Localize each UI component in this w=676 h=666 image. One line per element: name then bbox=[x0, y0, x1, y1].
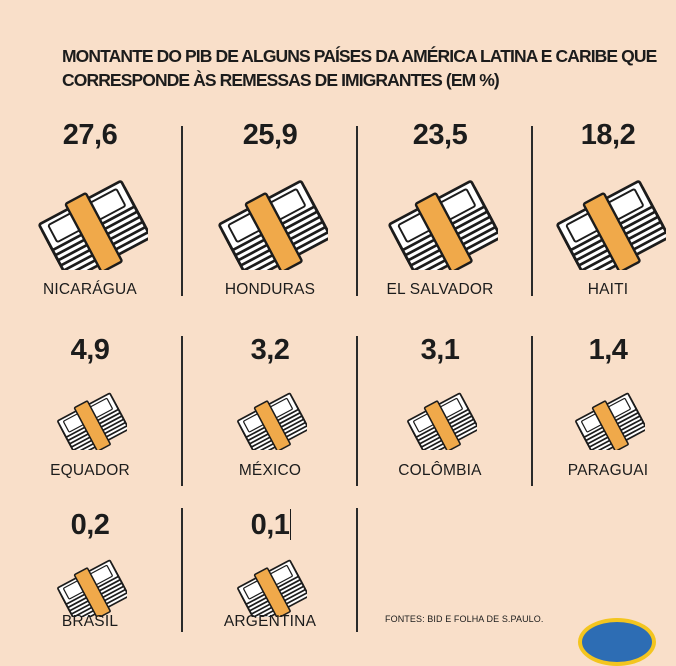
money-stack-icon bbox=[237, 559, 310, 625]
value-label: 25,9 bbox=[242, 119, 298, 151]
money-stack-icon bbox=[388, 180, 502, 282]
column-divider bbox=[531, 336, 533, 486]
money-stack bbox=[53, 555, 130, 625]
value-label: 4,9 bbox=[70, 334, 110, 366]
country-label: COLÔMBIA bbox=[398, 462, 482, 479]
value-label: 3,2 bbox=[250, 334, 290, 366]
money-stack bbox=[233, 388, 310, 458]
value-label: 3,1 bbox=[420, 334, 460, 366]
column-divider bbox=[181, 336, 183, 486]
country-label: EQUADOR bbox=[50, 462, 130, 479]
money-stack-icon bbox=[407, 392, 480, 458]
column-divider bbox=[531, 126, 533, 296]
column-divider bbox=[181, 508, 183, 632]
money-stack bbox=[53, 388, 130, 458]
value-label: 23,5 bbox=[412, 119, 468, 151]
money-stack bbox=[550, 173, 670, 282]
money-stack-icon bbox=[218, 180, 332, 282]
country-label: ARGENTINA bbox=[223, 613, 317, 630]
money-stack-icon bbox=[57, 392, 130, 458]
value-label: 0,1 bbox=[250, 509, 290, 541]
value-label: 27,6 bbox=[62, 119, 118, 151]
country-label: HONDURAS bbox=[224, 281, 316, 298]
chart-title-line-1: MONTANTE DO PIB DE ALGUNS PAÍSES DA AMÉR… bbox=[62, 46, 657, 66]
logo-badge bbox=[578, 618, 656, 666]
money-stack bbox=[212, 173, 332, 282]
money-stack bbox=[403, 388, 480, 458]
country-label: PARAGUAI bbox=[567, 462, 649, 479]
money-stack-icon bbox=[575, 392, 648, 458]
text-cursor bbox=[290, 509, 291, 540]
country-label: EL SALVADOR bbox=[386, 281, 494, 298]
money-stack-icon bbox=[237, 392, 310, 458]
money-stack bbox=[233, 555, 310, 625]
value-label: 0,2 bbox=[70, 509, 110, 541]
money-stack-icon bbox=[57, 559, 130, 625]
column-divider bbox=[181, 126, 183, 296]
chart-title: MONTANTE DO PIB DE ALGUNS PAÍSES DA AMÉR… bbox=[62, 44, 662, 92]
country-label: NICARÁGUA bbox=[43, 281, 137, 298]
value-label: 1,4 bbox=[588, 334, 628, 366]
money-stack-icon bbox=[38, 180, 152, 282]
country-label: HAITI bbox=[587, 281, 629, 298]
source-note: FONTES: BID E FOLHA DE S.PAULO. bbox=[385, 614, 544, 624]
chart-title-line-2: CORRESPONDE ÀS REMESSAS DE IMIGRANTES (E… bbox=[62, 70, 500, 90]
money-stack-icon bbox=[556, 180, 670, 282]
money-stack bbox=[571, 388, 648, 458]
money-stack bbox=[382, 173, 502, 282]
value-label: 18,2 bbox=[580, 119, 636, 151]
column-divider bbox=[356, 508, 358, 632]
money-stack bbox=[32, 173, 152, 282]
column-divider bbox=[356, 336, 358, 486]
country-label: MÉXICO bbox=[238, 462, 302, 479]
column-divider bbox=[356, 126, 358, 296]
country-label: BRASIL bbox=[61, 613, 119, 630]
